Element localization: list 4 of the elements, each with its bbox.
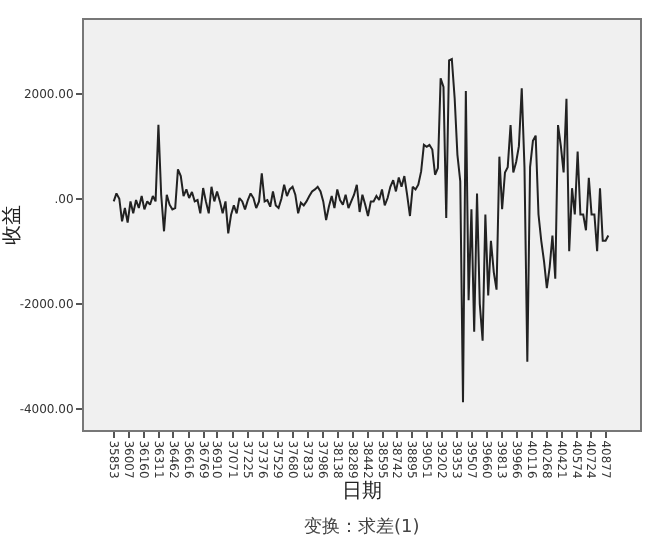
- x-axis-title: 日期: [342, 478, 382, 503]
- line-series: [112, 58, 610, 404]
- text: 变换：求差(1): [304, 516, 420, 538]
- y-axis-title: 收益: [0, 205, 24, 245]
